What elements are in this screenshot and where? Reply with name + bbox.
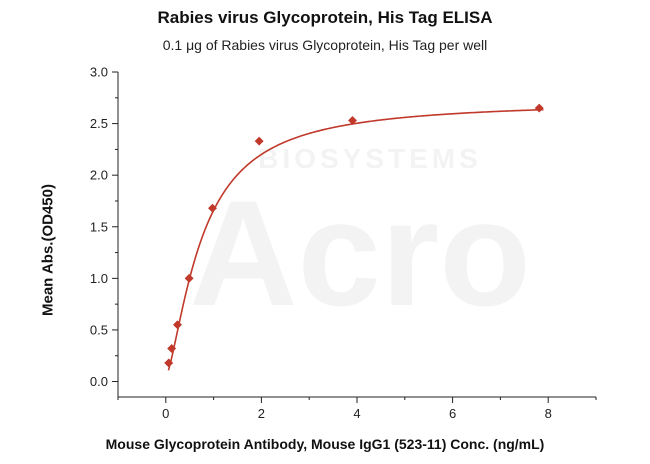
data-point [207,203,218,213]
watermark-brand-text: BIOSYSTEMS [258,143,482,174]
fit-curve [167,108,544,371]
data-point [184,273,194,283]
watermark-logo-text: Acro [189,169,531,337]
y-tick-label: 0.0 [90,374,108,389]
y-tick-label: 1.5 [90,219,108,234]
y-tick-label: 2.5 [90,116,108,131]
x-axis-label: Mouse Glycoprotein Antibody, Mouse IgG1 … [105,436,545,452]
data-point [172,320,183,330]
x-tick-label: 2 [258,406,265,421]
x-tick-label: 8 [545,406,552,421]
y-tick-label: 0.5 [90,322,108,337]
chart-subtitle: 0.1 μg of Rabies virus Glycoprotein, His… [162,37,488,53]
data-point [254,136,264,146]
data-point [164,358,174,368]
axes: 0.0 0.5 1.0 1.5 2.0 2.5 3.0 0 2 4 6 8 [90,65,597,421]
y-tick-label: 2.0 [90,168,108,183]
y-axis-label: Mean Abs.(OD450) [39,184,57,316]
data-point [534,103,544,113]
x-tick-label: 4 [353,406,360,421]
data-points [164,103,544,368]
y-tick-label: 1.0 [90,271,108,286]
fit-curve-layer [167,108,544,371]
chart-title: Rabies virus Glycoprotein, His Tag ELISA [157,8,493,27]
x-tick-label: 0 [162,406,169,421]
data-point [347,115,358,126]
data-point [167,343,177,354]
x-tick-label: 6 [449,406,456,421]
y-tick-label: 3.0 [90,65,108,80]
